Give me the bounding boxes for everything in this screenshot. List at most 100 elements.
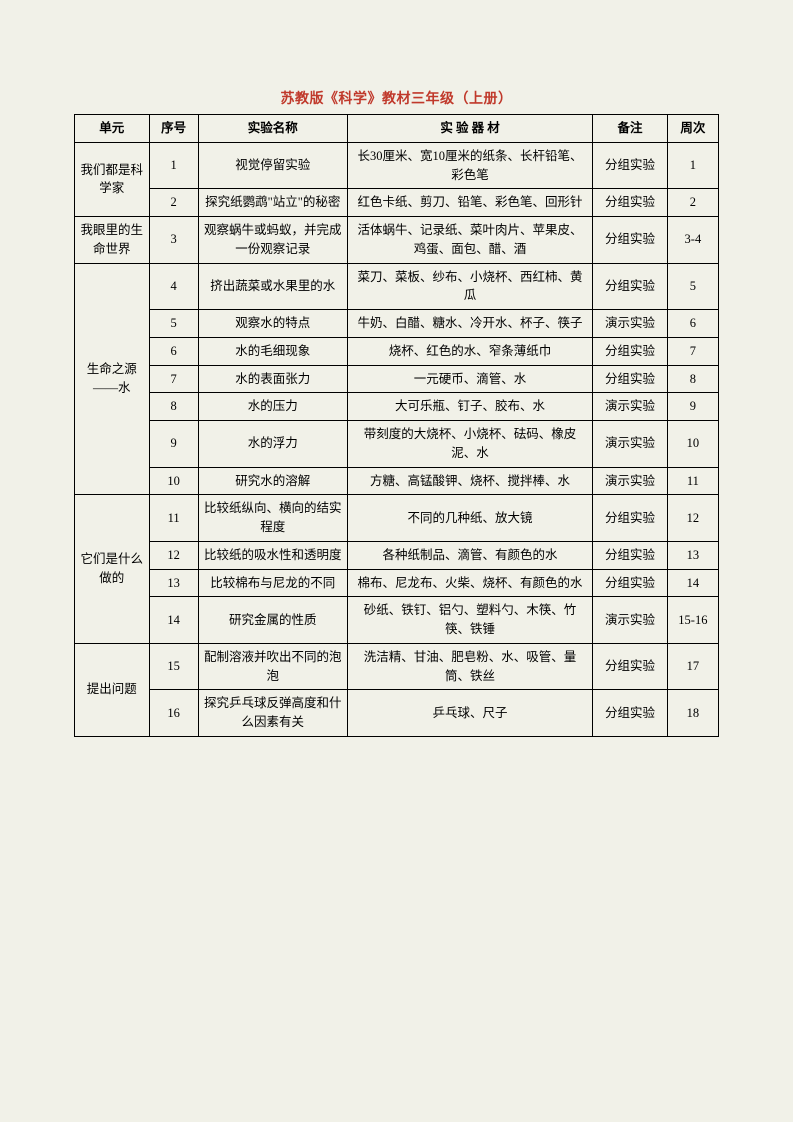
exp-cell: 配制溶液并吹出不同的泡泡 — [198, 643, 347, 690]
num-cell: 5 — [149, 310, 198, 338]
unit-cell: 我们都是科学家 — [75, 142, 150, 216]
table-row: 13比较棉布与尼龙的不同棉布、尼龙布、火柴、烧杯、有颜色的水分组实验14 — [75, 569, 719, 597]
num-cell: 2 — [149, 189, 198, 217]
material-cell: 带刻度的大烧杯、小烧杯、砝码、橡皮泥、水 — [347, 421, 592, 468]
col-num: 序号 — [149, 115, 198, 143]
remark-cell: 分组实验 — [593, 690, 668, 737]
week-cell: 13 — [667, 541, 718, 569]
table-row: 16探究乒乓球反弹高度和什么因素有关乒乓球、尺子分组实验18 — [75, 690, 719, 737]
week-cell: 7 — [667, 337, 718, 365]
material-cell: 乒乓球、尺子 — [347, 690, 592, 737]
table-row: 14研究金属的性质砂纸、铁钉、铝勺、塑料勺、木筷、竹筷、铁锤演示实验15-16 — [75, 597, 719, 644]
remark-cell: 分组实验 — [593, 569, 668, 597]
material-cell: 菜刀、菜板、纱布、小烧杯、西红柿、黄瓜 — [347, 263, 592, 310]
week-cell: 18 — [667, 690, 718, 737]
material-cell: 牛奶、白醋、糖水、冷开水、杯子、筷子 — [347, 310, 592, 338]
week-cell: 5 — [667, 263, 718, 310]
exp-cell: 比较纸的吸水性和透明度 — [198, 541, 347, 569]
remark-cell: 演示实验 — [593, 310, 668, 338]
week-cell: 17 — [667, 643, 718, 690]
col-name: 实验名称 — [198, 115, 347, 143]
exp-cell: 水的压力 — [198, 393, 347, 421]
num-cell: 3 — [149, 217, 198, 264]
table-header-row: 单元 序号 实验名称 实 验 器 材 备注 周次 — [75, 115, 719, 143]
material-cell: 方糖、高锰酸钾、烧杯、搅拌棒、水 — [347, 467, 592, 495]
exp-cell: 水的毛细现象 — [198, 337, 347, 365]
exp-cell: 研究水的溶解 — [198, 467, 347, 495]
material-cell: 烧杯、红色的水、窄条薄纸巾 — [347, 337, 592, 365]
table-row: 6水的毛细现象烧杯、红色的水、窄条薄纸巾分组实验7 — [75, 337, 719, 365]
material-cell: 活体蜗牛、记录纸、菜叶肉片、苹果皮、鸡蛋、面包、醋、酒 — [347, 217, 592, 264]
material-cell: 大可乐瓶、钉子、胶布、水 — [347, 393, 592, 421]
remark-cell: 分组实验 — [593, 189, 668, 217]
exp-cell: 探究纸鹦鹉"站立"的秘密 — [198, 189, 347, 217]
page-title: 苏教版《科学》教材三年级（上册） — [74, 88, 719, 108]
unit-cell: 生命之源——水 — [75, 263, 150, 495]
exp-cell: 水的浮力 — [198, 421, 347, 468]
table-row: 2探究纸鹦鹉"站立"的秘密红色卡纸、剪刀、铅笔、彩色笔、回形针分组实验2 — [75, 189, 719, 217]
num-cell: 16 — [149, 690, 198, 737]
remark-cell: 分组实验 — [593, 643, 668, 690]
experiment-table: 单元 序号 实验名称 实 验 器 材 备注 周次 我们都是科学家1视觉停留实验长… — [74, 114, 719, 737]
num-cell: 8 — [149, 393, 198, 421]
week-cell: 1 — [667, 142, 718, 189]
num-cell: 12 — [149, 541, 198, 569]
week-cell: 15-16 — [667, 597, 718, 644]
material-cell: 洗洁精、甘油、肥皂粉、水、吸管、量筒、铁丝 — [347, 643, 592, 690]
num-cell: 13 — [149, 569, 198, 597]
table-row: 12比较纸的吸水性和透明度各种纸制品、滴管、有颜色的水分组实验13 — [75, 541, 719, 569]
week-cell: 10 — [667, 421, 718, 468]
unit-cell: 它们是什么做的 — [75, 495, 150, 644]
unit-cell: 我眼里的生命世界 — [75, 217, 150, 264]
remark-cell: 分组实验 — [593, 142, 668, 189]
table-row: 我眼里的生命世界3观察蜗牛或蚂蚁，并完成一份观察记录活体蜗牛、记录纸、菜叶肉片、… — [75, 217, 719, 264]
remark-cell: 演示实验 — [593, 467, 668, 495]
remark-cell: 分组实验 — [593, 495, 668, 542]
num-cell: 11 — [149, 495, 198, 542]
table-row: 5观察水的特点牛奶、白醋、糖水、冷开水、杯子、筷子演示实验6 — [75, 310, 719, 338]
col-week: 周次 — [667, 115, 718, 143]
table-row: 生命之源——水4挤出蔬菜或水果里的水菜刀、菜板、纱布、小烧杯、西红柿、黄瓜分组实… — [75, 263, 719, 310]
exp-cell: 观察水的特点 — [198, 310, 347, 338]
num-cell: 1 — [149, 142, 198, 189]
week-cell: 6 — [667, 310, 718, 338]
exp-cell: 比较纸纵向、横向的结实程度 — [198, 495, 347, 542]
remark-cell: 分组实验 — [593, 541, 668, 569]
week-cell: 14 — [667, 569, 718, 597]
exp-cell: 研究金属的性质 — [198, 597, 347, 644]
week-cell: 2 — [667, 189, 718, 217]
remark-cell: 演示实验 — [593, 421, 668, 468]
table-row: 10研究水的溶解方糖、高锰酸钾、烧杯、搅拌棒、水演示实验11 — [75, 467, 719, 495]
remark-cell: 演示实验 — [593, 393, 668, 421]
col-remark: 备注 — [593, 115, 668, 143]
remark-cell: 分组实验 — [593, 365, 668, 393]
material-cell: 砂纸、铁钉、铝勺、塑料勺、木筷、竹筷、铁锤 — [347, 597, 592, 644]
material-cell: 棉布、尼龙布、火柴、烧杯、有颜色的水 — [347, 569, 592, 597]
week-cell: 3-4 — [667, 217, 718, 264]
exp-cell: 水的表面张力 — [198, 365, 347, 393]
material-cell: 不同的几种纸、放大镜 — [347, 495, 592, 542]
week-cell: 9 — [667, 393, 718, 421]
num-cell: 4 — [149, 263, 198, 310]
exp-cell: 观察蜗牛或蚂蚁，并完成一份观察记录 — [198, 217, 347, 264]
num-cell: 9 — [149, 421, 198, 468]
num-cell: 14 — [149, 597, 198, 644]
num-cell: 6 — [149, 337, 198, 365]
table-row: 9水的浮力带刻度的大烧杯、小烧杯、砝码、橡皮泥、水演示实验10 — [75, 421, 719, 468]
material-cell: 各种纸制品、滴管、有颜色的水 — [347, 541, 592, 569]
col-material: 实 验 器 材 — [347, 115, 592, 143]
table-row: 8水的压力大可乐瓶、钉子、胶布、水演示实验9 — [75, 393, 719, 421]
material-cell: 一元硬币、滴管、水 — [347, 365, 592, 393]
week-cell: 8 — [667, 365, 718, 393]
week-cell: 11 — [667, 467, 718, 495]
table-row: 我们都是科学家1视觉停留实验长30厘米、宽10厘米的纸条、长杆铅笔、彩色笔分组实… — [75, 142, 719, 189]
remark-cell: 演示实验 — [593, 597, 668, 644]
material-cell: 红色卡纸、剪刀、铅笔、彩色笔、回形针 — [347, 189, 592, 217]
num-cell: 15 — [149, 643, 198, 690]
table-row: 7水的表面张力一元硬币、滴管、水分组实验8 — [75, 365, 719, 393]
exp-cell: 探究乒乓球反弹高度和什么因素有关 — [198, 690, 347, 737]
num-cell: 7 — [149, 365, 198, 393]
exp-cell: 比较棉布与尼龙的不同 — [198, 569, 347, 597]
col-unit: 单元 — [75, 115, 150, 143]
remark-cell: 分组实验 — [593, 217, 668, 264]
